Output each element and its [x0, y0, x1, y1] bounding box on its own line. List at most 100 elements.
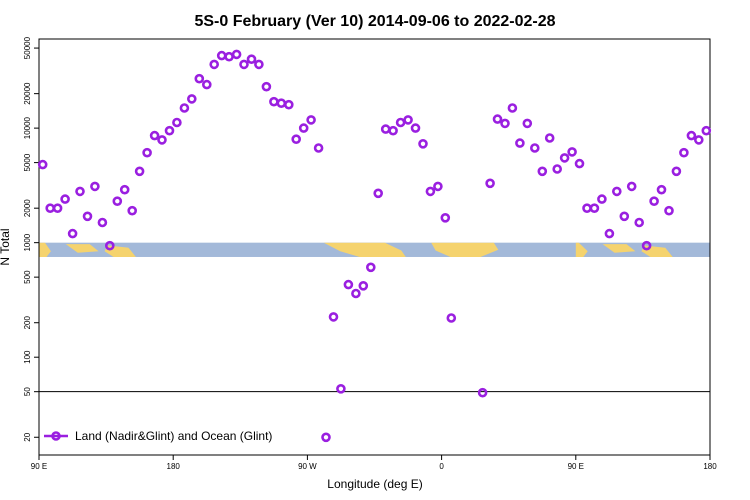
- data-point: [358, 280, 369, 291]
- map-land-6: [602, 244, 636, 253]
- data-point: [619, 211, 630, 222]
- data-point: [298, 123, 309, 133]
- data-point: [142, 147, 152, 158]
- map-land-0: [323, 242, 406, 257]
- data-point: [477, 387, 488, 398]
- data-point: [269, 96, 279, 107]
- data-point: [693, 135, 704, 145]
- data-point: [313, 143, 324, 153]
- data-point: [544, 133, 555, 143]
- data-point: [179, 103, 190, 113]
- y-tick-label: 1000: [23, 233, 32, 251]
- data-point: [634, 217, 645, 228]
- data-point: [507, 103, 518, 113]
- data-point: [365, 262, 376, 273]
- data-point: [231, 49, 242, 60]
- data-point: [567, 147, 577, 157]
- data-point: [164, 125, 175, 136]
- data-point: [522, 118, 533, 129]
- data-point: [75, 186, 85, 197]
- data-point: [403, 115, 413, 125]
- map-land-1: [431, 242, 499, 257]
- data-point: [380, 124, 391, 134]
- data-point: [574, 158, 585, 169]
- data-point: [552, 164, 563, 174]
- data-point: [589, 203, 600, 213]
- x-axis-ticks: 90 E 180 90 W 0 90 E 180: [31, 455, 717, 471]
- data-point: [216, 50, 227, 61]
- y-axis-ticks: 20 50 100 200 500 1000 2000 5000 10000 20000 50000: [23, 36, 39, 442]
- y-tick-label: 50: [23, 387, 32, 396]
- data-point: [343, 279, 354, 290]
- map-band: [39, 242, 710, 257]
- data-point: [52, 203, 63, 213]
- data-point: [194, 73, 205, 84]
- data-point: [597, 194, 607, 204]
- data-point: [433, 181, 443, 192]
- data-point: [261, 81, 272, 92]
- data-point: [254, 59, 264, 70]
- data-point: [246, 54, 257, 65]
- x-tick-label: 90 E: [31, 462, 47, 471]
- data-point: [485, 178, 495, 189]
- y-tick-label: 2000: [23, 199, 32, 217]
- data-point: [686, 130, 697, 141]
- data-point: [395, 117, 406, 128]
- y-tick-label: 100: [23, 350, 32, 364]
- map-land-2: [39, 242, 51, 257]
- data-point: [388, 125, 398, 136]
- data-point: [105, 240, 115, 251]
- data-point: [641, 240, 652, 251]
- data-point: [418, 139, 428, 149]
- x-tick-label: 180: [167, 462, 181, 471]
- data-point: [373, 188, 384, 199]
- data-point: [446, 313, 457, 323]
- data-point: [239, 59, 249, 70]
- x-axis-label: Longitude (deg E): [327, 477, 422, 491]
- y-axis-label: N Total: [0, 228, 12, 265]
- data-point: [187, 94, 197, 104]
- data-point: [291, 134, 302, 144]
- data-point: [328, 312, 339, 322]
- data-point: [119, 184, 130, 195]
- data-point: [202, 79, 212, 90]
- legend: Land (Nadir&Glint) and Ocean (Glint): [44, 429, 272, 443]
- data-point: [112, 196, 123, 206]
- data-point: [306, 115, 316, 125]
- data-point: [209, 59, 219, 70]
- data-point: [425, 186, 436, 197]
- data-point: [45, 203, 56, 213]
- data-point: [500, 118, 510, 129]
- data-point: [97, 217, 108, 228]
- data-point: [134, 166, 145, 177]
- data-point: [224, 51, 234, 62]
- data-point: [671, 166, 682, 177]
- data-point: [172, 117, 182, 128]
- data-point: [582, 203, 592, 213]
- y-tick-label: 20000: [23, 82, 32, 105]
- data-point: [440, 213, 451, 223]
- y-tick-label: 200: [23, 316, 32, 330]
- data-point: [67, 228, 78, 239]
- x-tick-label: 180: [703, 462, 717, 471]
- x-tick-label: 0: [439, 462, 444, 471]
- y-tick-label: 500: [23, 270, 32, 284]
- data-point: [336, 383, 346, 394]
- data-point: [276, 98, 287, 108]
- x-tick-label: 90 W: [298, 462, 317, 471]
- y-tick-label: 50000: [23, 36, 32, 59]
- data-point: [559, 153, 570, 163]
- data-point: [529, 143, 540, 153]
- data-point: [611, 186, 622, 197]
- legend-swatch-marker: [51, 431, 61, 441]
- data-point: [283, 99, 294, 110]
- data-point: [649, 196, 659, 206]
- data-point: [492, 114, 503, 124]
- data-point: [604, 228, 615, 239]
- data-point: [60, 194, 70, 204]
- plot-frame: [38, 38, 711, 456]
- data-point: [351, 288, 361, 299]
- data-point: [37, 159, 48, 170]
- data-point: [127, 205, 137, 216]
